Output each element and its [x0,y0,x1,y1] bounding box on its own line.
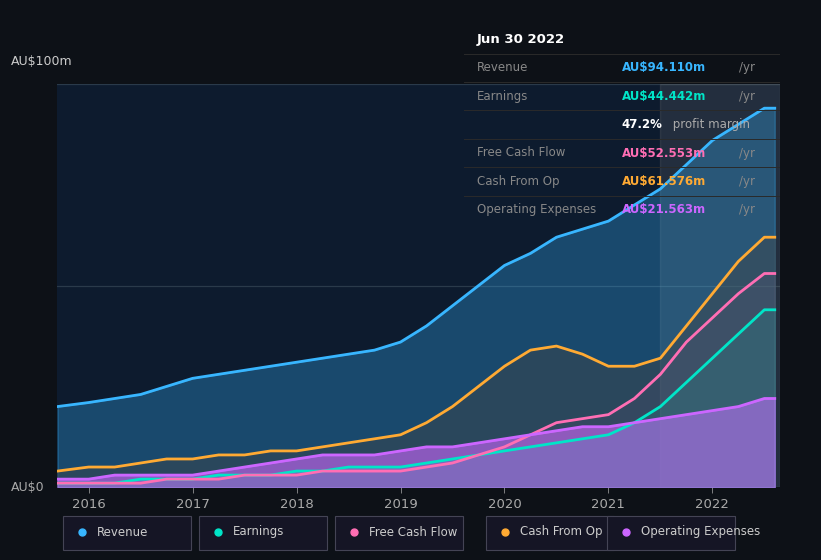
FancyBboxPatch shape [607,516,736,550]
Text: Cash From Op: Cash From Op [520,525,603,539]
Text: AU$61.576m: AU$61.576m [622,175,706,188]
Text: AU$94.110m: AU$94.110m [622,61,706,74]
Text: /yr: /yr [739,147,754,160]
Text: Revenue: Revenue [476,61,528,74]
Text: Earnings: Earnings [233,525,284,539]
Bar [660,84,780,487]
Text: Operating Expenses: Operating Expenses [476,203,596,216]
FancyBboxPatch shape [199,516,328,550]
Text: AU$0: AU$0 [11,480,44,494]
Text: AU$44.442m: AU$44.442m [622,90,706,102]
Text: /yr: /yr [739,175,754,188]
Text: Operating Expenses: Operating Expenses [641,525,760,539]
Text: Free Cash Flow: Free Cash Flow [369,525,457,539]
FancyBboxPatch shape [63,516,191,550]
Text: profit margin: profit margin [669,118,750,131]
Text: 47.2%: 47.2% [622,118,663,131]
Text: Earnings: Earnings [476,90,528,102]
FancyBboxPatch shape [486,516,614,550]
Text: Cash From Op: Cash From Op [476,175,559,188]
Text: /yr: /yr [739,61,754,74]
Text: Free Cash Flow: Free Cash Flow [476,147,565,160]
Text: Jun 30 2022: Jun 30 2022 [476,33,565,46]
Text: AU$100m: AU$100m [11,55,72,68]
Text: /yr: /yr [739,90,754,102]
Text: AU$52.553m: AU$52.553m [622,147,706,160]
Text: Revenue: Revenue [97,525,149,539]
Text: AU$21.563m: AU$21.563m [622,203,706,216]
Text: /yr: /yr [739,203,754,216]
FancyBboxPatch shape [335,516,463,550]
